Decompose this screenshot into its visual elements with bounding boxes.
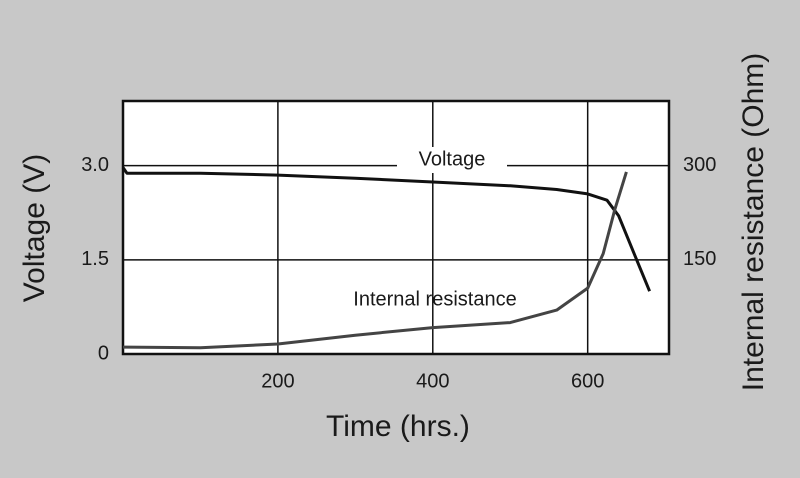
x-tick-label: 600 (571, 370, 604, 392)
data-line (121, 166, 651, 292)
series-label: Voltage (419, 148, 486, 170)
x-tick-label: 400 (416, 370, 449, 392)
y-tick-label: 3.0 (81, 154, 109, 176)
label-background (397, 147, 507, 173)
y-axis-title: Voltage (V) (18, 154, 51, 302)
x-axis-title: Time (hrs.) (326, 410, 470, 443)
y2-tick-label: 300 (683, 154, 716, 176)
data-line (122, 171, 628, 350)
plot-area (123, 101, 669, 354)
y-tick-label: 1.5 (81, 248, 109, 270)
x-tick-label: 200 (261, 370, 294, 392)
y2-axis-title: Internal resistance (Ohm) (737, 53, 770, 391)
y2-tick-label: 150 (683, 248, 716, 270)
series-label: Internal resistance (353, 288, 516, 310)
plot-frame (121, 99, 671, 356)
y-tick-label: 0 (98, 342, 109, 364)
